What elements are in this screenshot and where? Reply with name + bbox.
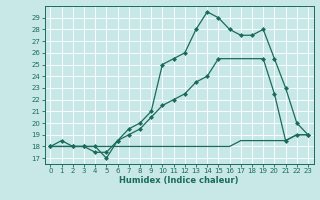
X-axis label: Humidex (Indice chaleur): Humidex (Indice chaleur) [119,176,239,185]
